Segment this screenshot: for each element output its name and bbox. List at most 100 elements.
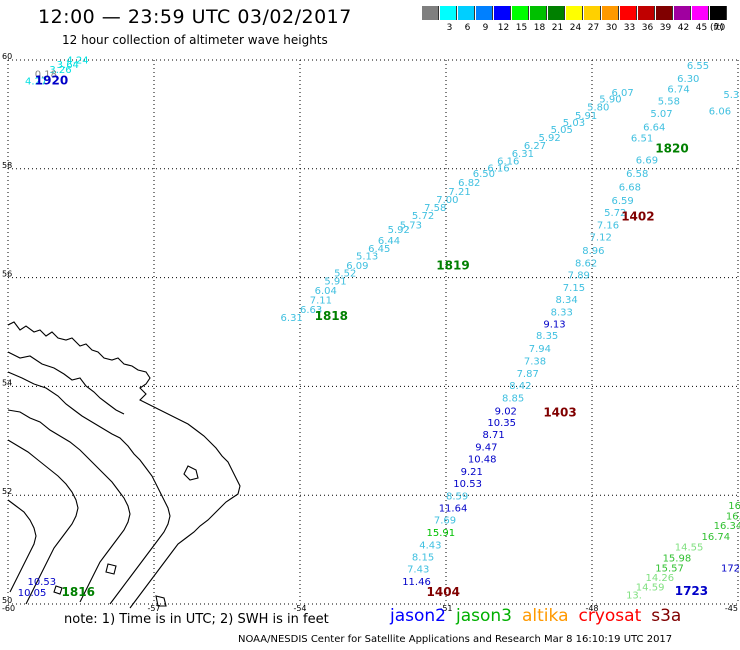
- swh-value: 4.24: [66, 55, 88, 66]
- swh-value: 16.74: [702, 532, 731, 543]
- swh-value: 6.82: [458, 178, 480, 189]
- swh-value: 7.69: [434, 515, 456, 526]
- scale-swatch: [584, 6, 601, 20]
- swh-value: 6.68: [619, 183, 641, 194]
- lat-label: 50: [2, 596, 12, 605]
- swh-value: 172-: [721, 563, 740, 574]
- swh-value: 5.92: [538, 133, 560, 144]
- scale-label: 9: [482, 23, 489, 33]
- track-cryosat: 1403: [543, 405, 576, 419]
- lat-lon-grid: [7, 59, 739, 605]
- swh-value: 16.: [728, 501, 740, 512]
- track-time-label: 1816: [62, 585, 95, 599]
- swh-value: 6.04: [315, 286, 337, 297]
- swh-value: 9.47: [475, 443, 497, 454]
- swh-value: 7.43: [407, 564, 429, 575]
- swh-value: 16.48: [726, 512, 740, 523]
- swh-value: 5.3: [723, 90, 739, 101]
- swh-value: 5.58: [658, 97, 680, 108]
- legend-jason2: jason2: [390, 606, 446, 626]
- swh-value: 7.38: [524, 357, 546, 368]
- track-time-label: 1723: [675, 584, 708, 598]
- scale-label: 45: [695, 23, 708, 33]
- scale-label: 3: [446, 23, 453, 33]
- swh-value: 8.42: [509, 381, 531, 392]
- scale-swatch: [710, 6, 727, 20]
- swh-value: 8.85: [502, 394, 524, 405]
- lat-label: 52: [2, 487, 12, 496]
- swh-value: 6.09: [346, 261, 368, 272]
- swh-value: 8.34: [556, 295, 578, 306]
- legend-jason3: jason3: [456, 606, 512, 626]
- swh-value: 3.26: [49, 65, 71, 76]
- track-cryosat: 1404: [427, 585, 460, 599]
- swh-value: 6.45: [368, 244, 390, 255]
- axis-labels: 60 58 56 54 52 50-60 -57 -54 -51 -48 -45: [2, 52, 738, 613]
- scale-label: 42: [677, 23, 690, 33]
- coastline: [7, 321, 241, 609]
- scale-swatch: [458, 6, 475, 20]
- legend-s3a: s3a: [651, 606, 682, 626]
- track-jason3: 6.316.637.116.045.915.526.095.136.456.44…: [281, 88, 634, 324]
- swh-value: 0.18: [35, 69, 57, 80]
- lon-label: -45: [725, 604, 738, 613]
- lon-label: -57: [147, 604, 160, 613]
- swh-value: 6.50: [473, 169, 495, 180]
- track-jason2: 16.16.4816.3416.7414.5515.9815.5714.2614…: [626, 501, 740, 602]
- swh-value: 6.64: [643, 123, 665, 134]
- scale-label: 33: [623, 23, 636, 33]
- swh-value: 10.05: [18, 588, 47, 599]
- scale-swatch: [674, 6, 691, 20]
- swh-value: 14.59: [636, 582, 665, 593]
- swh-value: 7.94: [529, 344, 551, 355]
- swh-value: 6.55: [687, 61, 709, 72]
- swh-value: 5.80: [587, 103, 609, 114]
- swh-value: 11.46: [402, 577, 431, 588]
- swh-value: 10.53: [453, 479, 482, 490]
- swh-value: 15.91: [427, 528, 456, 539]
- scale-label: 24: [569, 23, 582, 33]
- scale-label: 36: [641, 23, 654, 33]
- swh-value: 3.64: [57, 60, 79, 71]
- swh-value: 5.03: [563, 118, 585, 129]
- scale-swatch: [692, 6, 709, 20]
- scale-label: 70: [713, 23, 726, 33]
- swh-value: 13.: [626, 591, 642, 602]
- swh-value: 10.48: [468, 455, 497, 466]
- lat-label: 60: [2, 52, 12, 61]
- swh-value: 5.07: [650, 109, 672, 120]
- swh-value: 6.63: [300, 305, 322, 316]
- swh-value: 9.21: [461, 467, 483, 478]
- swh-value: 7.87: [517, 369, 539, 380]
- scale-swatch: [422, 6, 439, 20]
- swh-value: 14.55: [675, 543, 704, 554]
- scale-label: 21: [551, 23, 564, 33]
- scale-swatch: [530, 6, 547, 20]
- footer-note: note: 1) Time is in UTC; 2) SWH is in fe…: [64, 612, 329, 627]
- track-time-label: 1818: [315, 309, 348, 323]
- swh-value: 6.74: [667, 85, 689, 96]
- swh-value: 6.51: [631, 134, 653, 145]
- swh-value: 5.73: [400, 221, 422, 232]
- scale-swatch: [566, 6, 583, 20]
- swh-value: 7.21: [448, 187, 470, 198]
- swh-value: 14.26: [646, 573, 675, 584]
- track-jason3: 1819: [436, 258, 469, 272]
- swh-value: 6.44: [378, 236, 400, 247]
- swh-value: 4.27: [25, 76, 47, 87]
- map-title: 12:00 — 23:59 UTC 03/02/2017: [38, 6, 352, 28]
- scale-label: 12: [497, 23, 510, 33]
- swh-value: 7.89: [568, 271, 590, 282]
- scale-label: 18: [533, 23, 546, 33]
- track-time-label: 1819: [436, 258, 469, 272]
- swh-value: 6.58: [626, 169, 648, 180]
- swh-value: 6.59: [611, 196, 633, 207]
- swh-value: 5.91: [324, 277, 346, 288]
- swh-value: 6.27: [524, 141, 546, 152]
- track-cryosat: 6.696.586.686.595.727.167.128.968.627.89…: [402, 155, 658, 588]
- scale-swatch: [494, 6, 511, 20]
- swh-value: 6.16: [487, 164, 509, 175]
- swh-value: 6.07: [611, 88, 633, 99]
